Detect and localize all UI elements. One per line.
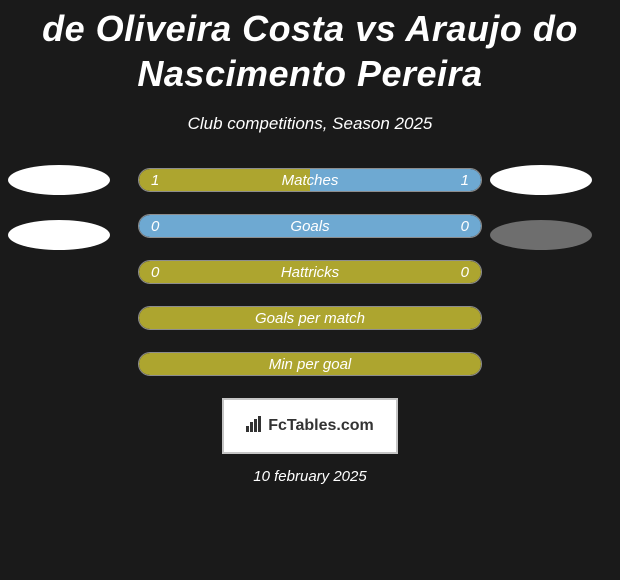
- stat-value-right: 0: [461, 264, 469, 281]
- comparison-subtitle: Club competitions, Season 2025: [0, 114, 620, 134]
- stat-value-right: 0: [461, 218, 469, 235]
- stat-rows-container: 1Matches10Goals00Hattricks0Goals per mat…: [0, 168, 620, 376]
- stat-row: Goals per match: [0, 306, 620, 330]
- stat-label: Min per goal: [139, 356, 481, 373]
- stat-row: 0Hattricks0: [0, 260, 620, 284]
- stat-bar: Goals per match: [138, 306, 482, 330]
- fctables-logo: FcTables.com: [222, 398, 398, 454]
- snapshot-date: 10 february 2025: [0, 468, 620, 485]
- stat-bar: 0Goals0: [138, 214, 482, 238]
- stat-bar: Min per goal: [138, 352, 482, 376]
- stat-bar: 1Matches1: [138, 168, 482, 192]
- player-indicator-right: [490, 165, 592, 195]
- stat-row: 0Goals0: [0, 214, 620, 238]
- stat-row: Min per goal: [0, 352, 620, 376]
- stat-value-right: 1: [461, 172, 469, 189]
- player-indicator-right: [490, 220, 592, 250]
- player-indicator-left: [8, 220, 110, 250]
- stat-row: 1Matches1: [0, 168, 620, 192]
- bar-chart-icon: [246, 416, 264, 437]
- logo-text: FcTables.com: [268, 417, 374, 435]
- stat-label: Matches: [139, 172, 481, 189]
- player-indicator-left: [8, 165, 110, 195]
- stat-label: Goals: [139, 218, 481, 235]
- stat-bar: 0Hattricks0: [138, 260, 482, 284]
- stat-label: Hattricks: [139, 264, 481, 281]
- comparison-title: de Oliveira Costa vs Araujo do Nasciment…: [0, 0, 620, 96]
- stat-label: Goals per match: [139, 310, 481, 327]
